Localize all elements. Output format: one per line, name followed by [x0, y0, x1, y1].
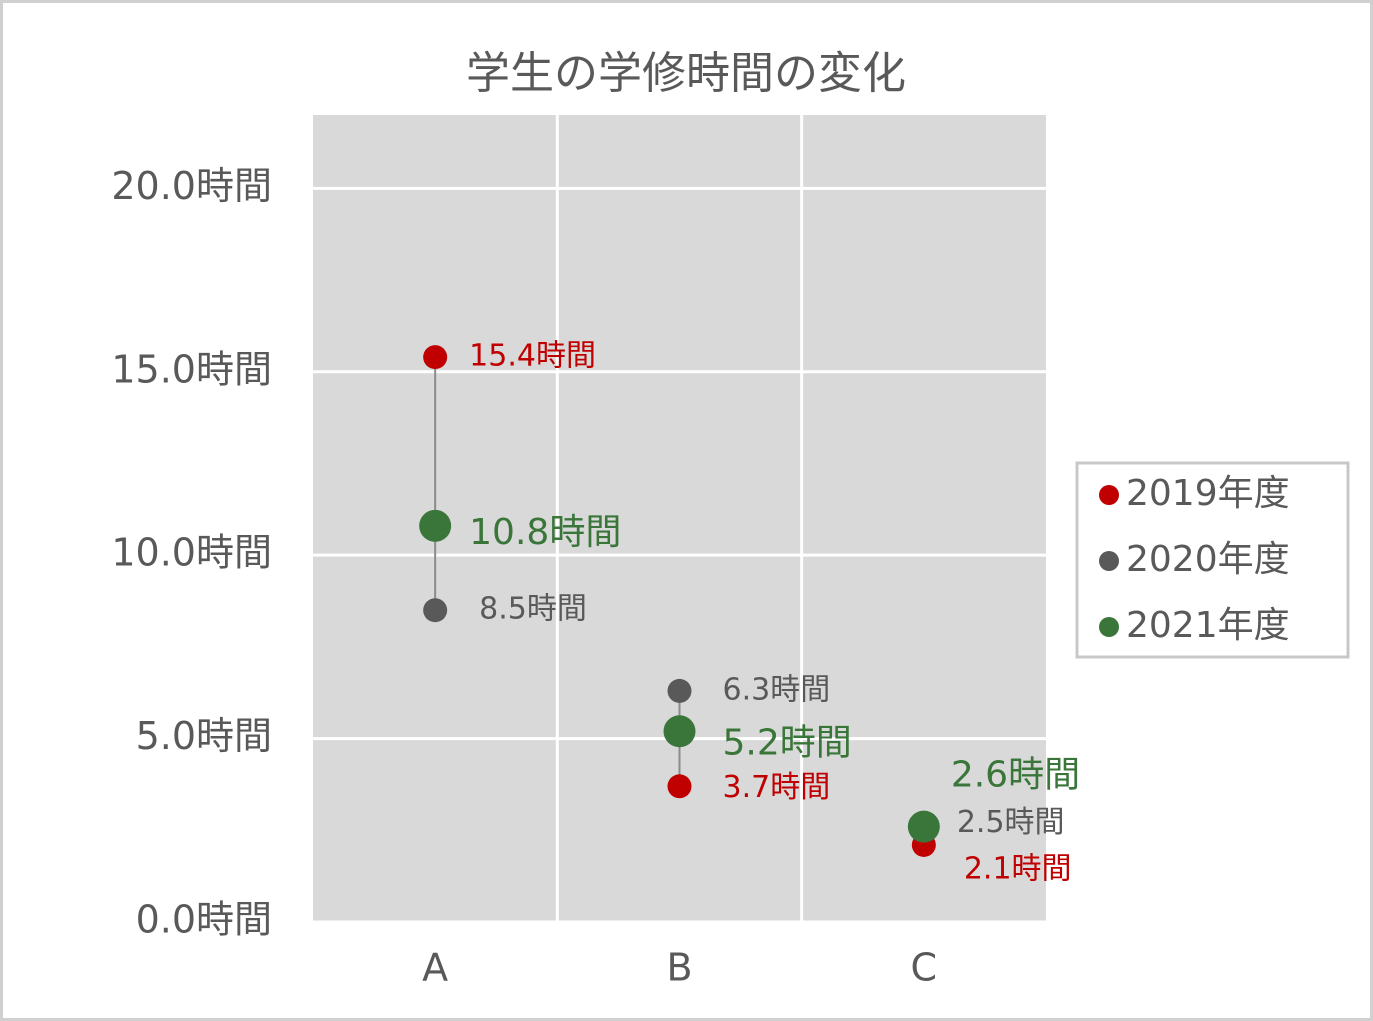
dot — [667, 774, 692, 799]
dot — [423, 345, 448, 370]
data-label: 15.4時間 — [469, 339, 596, 374]
legend-marker — [1099, 485, 1119, 505]
data-label: 2.1時間 — [964, 851, 1072, 886]
legend-label: 2021年度 — [1126, 605, 1290, 646]
data-label: 6.3時間 — [723, 672, 831, 707]
data-label: 5.2時間 — [723, 722, 852, 763]
dot — [907, 810, 940, 843]
legend-label: 2019年度 — [1126, 473, 1290, 514]
y-tick-label: 5.0時間 — [136, 714, 272, 758]
legend-marker — [1099, 551, 1119, 571]
y-tick-label: 10.0時間 — [111, 531, 272, 575]
x-tick-label: A — [422, 946, 448, 990]
data-label: 3.7時間 — [723, 770, 831, 805]
legend-box — [1075, 461, 1350, 659]
y-tick-label: 20.0時間 — [111, 164, 272, 208]
legend-label: 2020年度 — [1126, 539, 1290, 580]
dot — [419, 509, 452, 542]
data-label: 2.5時間 — [957, 805, 1065, 840]
dot — [663, 715, 696, 748]
data-label: 2.6時間 — [951, 755, 1080, 796]
data-label: 10.8時間 — [469, 512, 621, 553]
y-tick-label: 0.0時間 — [136, 898, 272, 942]
y-tick-label: 15.0時間 — [111, 347, 272, 391]
data-label: 8.5時間 — [479, 592, 587, 627]
x-tick-label: C — [911, 946, 938, 990]
dot — [667, 678, 692, 703]
legend-marker — [1099, 617, 1119, 637]
x-tick-label: B — [666, 946, 692, 990]
chart-title: 学生の学修時間の変化 — [466, 48, 906, 99]
dot — [423, 598, 448, 623]
